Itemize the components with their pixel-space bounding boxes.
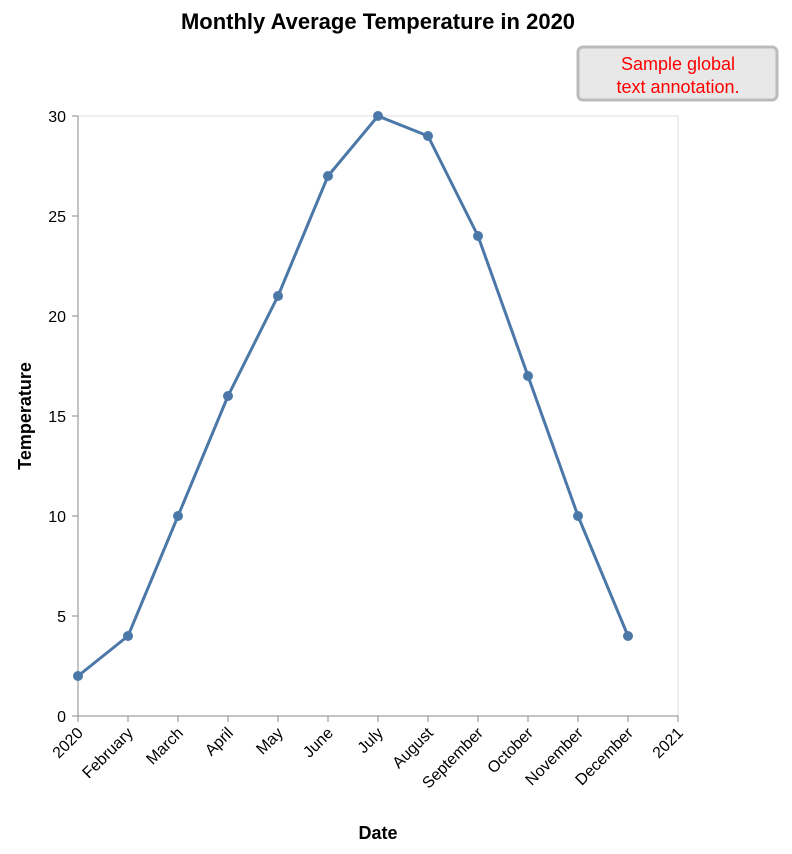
x-tick-label: 2020 [50,725,87,762]
x-axis-title: Date [358,823,397,843]
annotation-line-2: text annotation. [616,77,739,97]
data-point [73,671,83,681]
y-tick-label: 25 [48,209,66,226]
x-tick-label: May [253,725,286,758]
data-point [523,371,533,381]
data-point [573,511,583,521]
y-tick-label: 15 [48,409,66,426]
y-axis-title: Temperature [15,362,35,470]
x-tick-label: February [80,725,137,782]
data-point [273,291,283,301]
y-tick-label: 30 [48,109,66,126]
data-point [223,391,233,401]
data-point [623,631,633,641]
x-tick-label: August [390,724,438,772]
data-point [123,631,133,641]
x-tick-label: July [355,725,387,757]
data-point [173,511,183,521]
x-tick-label: March [143,725,186,768]
x-tick-label: April [202,725,237,760]
y-tick-label: 20 [48,309,66,326]
y-tick-label: 5 [57,609,66,626]
series-layer [73,111,633,681]
chart-title: Monthly Average Temperature in 2020 [181,9,575,34]
data-point [373,111,383,121]
y-tick-label: 0 [57,709,66,726]
x-tick-label: June [300,725,337,762]
series-line [76,114,630,678]
x-tick-label: 2021 [650,725,687,762]
y-tick-label: 10 [48,509,66,526]
data-point [473,231,483,241]
data-point [423,131,433,141]
annotation-background [576,45,779,102]
annotation-line-1: Sample global [621,54,735,74]
data-point [323,171,333,181]
annotation-box: Sample global text annotation. [576,45,779,102]
y-axis: 0 5 10 15 20 25 30 [48,109,79,726]
plot-frame [77,115,679,717]
